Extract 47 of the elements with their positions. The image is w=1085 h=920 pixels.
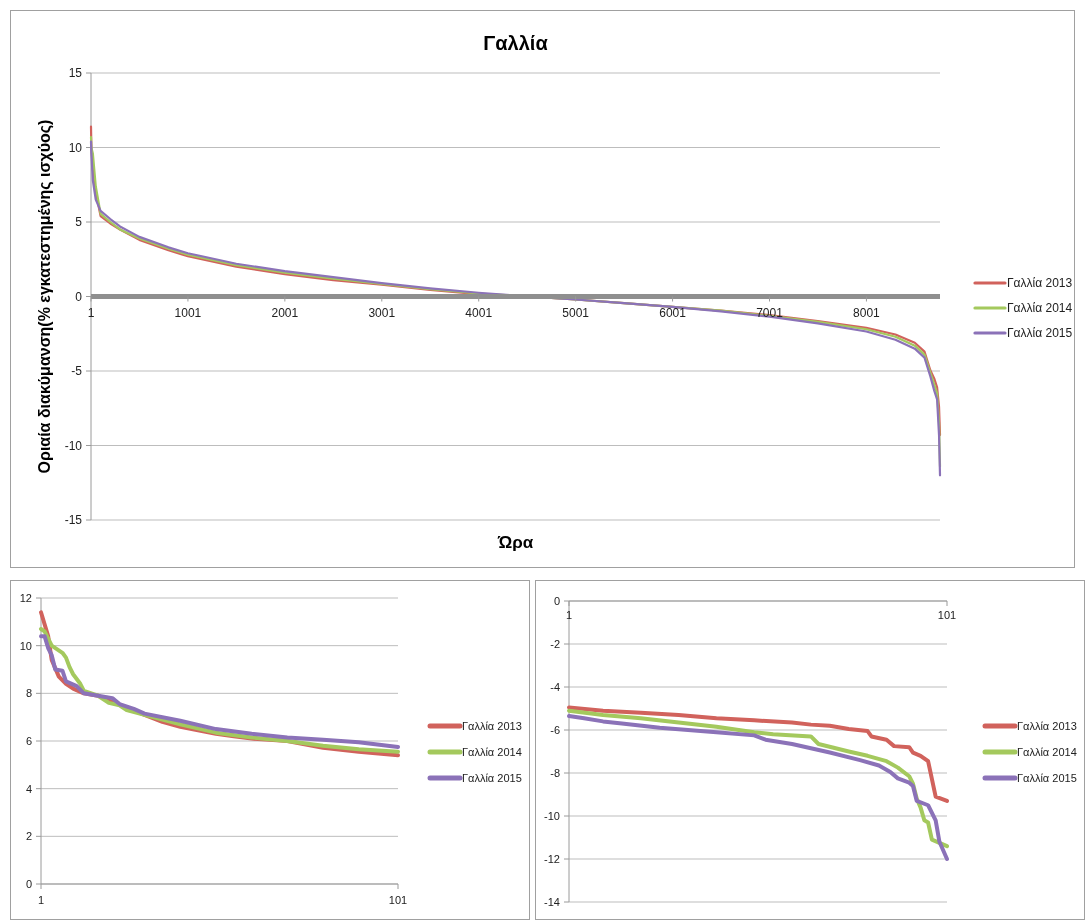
y-tick-label: -8 bbox=[550, 766, 560, 779]
line-series bbox=[567, 705, 949, 803]
x-tick-label: 2001 bbox=[271, 305, 299, 320]
y-tick-label: 10 bbox=[68, 140, 83, 155]
chart-title: Γαλλία bbox=[483, 32, 549, 54]
y-tick-label: 0 bbox=[75, 289, 83, 304]
y-tick-label: -10 bbox=[544, 809, 560, 822]
legend-label: Γαλλία 2013 bbox=[1017, 719, 1077, 732]
x-tick-label: 1 bbox=[565, 609, 573, 621]
legend-label: Γαλλία 2014 bbox=[462, 745, 522, 758]
y-tick-label: -5 bbox=[71, 364, 83, 379]
x-axis-title: Ώρα bbox=[496, 533, 534, 552]
x-tick-label: 1 bbox=[37, 894, 45, 906]
y-tick-label: -15 bbox=[64, 513, 83, 528]
y-tick-label: 8 bbox=[25, 687, 32, 700]
x-tick-label: 1001 bbox=[174, 305, 202, 320]
legend-label: Γαλλία 2014 bbox=[1017, 745, 1077, 758]
y-tick-label: -14 bbox=[544, 895, 560, 908]
y-tick-label: 2 bbox=[25, 830, 32, 843]
x-tick-label: 4001 bbox=[465, 305, 493, 320]
legend-label: Γαλλία 2015 bbox=[1007, 326, 1073, 341]
legend-label: Γαλλία 2015 bbox=[462, 771, 522, 784]
legend-label: Γαλλία 2014 bbox=[1007, 301, 1073, 316]
y-tick-label: -10 bbox=[64, 438, 83, 453]
legend-label: Γαλλία 2013 bbox=[1007, 276, 1073, 291]
y-tick-label: 12 bbox=[19, 591, 32, 604]
y-tick-label: -2 bbox=[550, 637, 560, 650]
x-tick-label: 6001 bbox=[659, 305, 687, 320]
y-axis-title: Οριαία διακύμανση(% εγκατεστημένης ισχύος) bbox=[36, 119, 54, 474]
x-tick-label: 5001 bbox=[562, 305, 590, 320]
legend-label: Γαλλία 2015 bbox=[1017, 771, 1077, 784]
legend-label: Γαλλία 2013 bbox=[462, 719, 522, 732]
x-tick-label: 101 bbox=[937, 609, 957, 621]
y-tick-label: 5 bbox=[75, 215, 83, 230]
y-tick-label: -6 bbox=[550, 723, 560, 736]
x-tick-label: 1 bbox=[87, 305, 95, 320]
y-tick-label: 4 bbox=[25, 782, 32, 795]
x-tick-label: 101 bbox=[388, 894, 408, 906]
x-tick-label: 8001 bbox=[853, 305, 881, 320]
y-tick-label: 15 bbox=[68, 66, 83, 81]
y-tick-label: 0 bbox=[553, 594, 560, 607]
y-tick-label: -12 bbox=[544, 852, 560, 865]
y-tick-label: 0 bbox=[25, 877, 32, 890]
y-tick-label: -4 bbox=[550, 680, 560, 693]
y-tick-label: 10 bbox=[19, 639, 32, 652]
x-tick-label: 3001 bbox=[368, 305, 396, 320]
y-tick-label: 6 bbox=[25, 734, 32, 747]
